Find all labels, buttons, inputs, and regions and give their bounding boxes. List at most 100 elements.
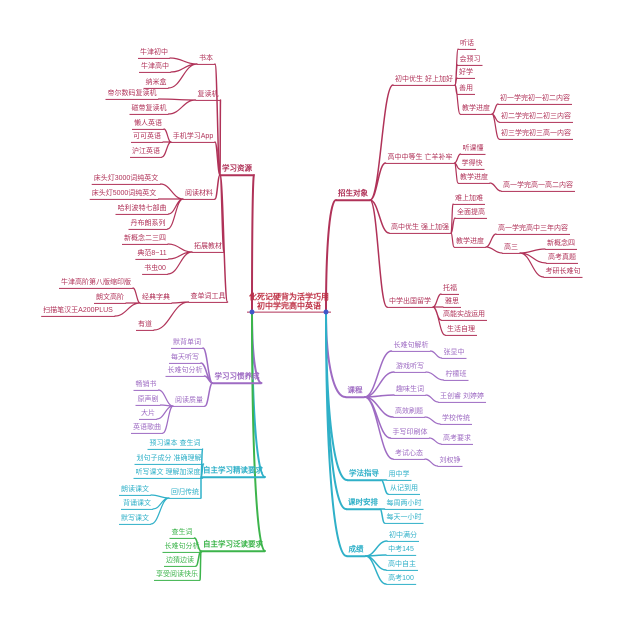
mindmap-node[interactable]: 大片 (139, 409, 157, 420)
mindmap-node[interactable]: 书本 (197, 54, 215, 65)
mindmap-node[interactable]: 用中学 (386, 470, 412, 481)
mindmap-node[interactable]: 原声剧 (135, 395, 161, 406)
mindmap-node[interactable]: 拓展教材 (192, 242, 224, 253)
mindmap-node[interactable]: 牛津高中 (139, 62, 171, 73)
branch-topic[interactable]: 学习资源 (220, 163, 254, 176)
mindmap-node[interactable]: 长难句解析 (391, 341, 431, 352)
mindmap-node[interactable]: 磁带复读机 (129, 104, 169, 115)
mindmap-node[interactable]: 高考要求 (441, 434, 473, 445)
mindmap-node[interactable]: 从记到用 (388, 484, 420, 495)
mindmap-node[interactable]: 好学 (457, 68, 475, 79)
mindmap-node[interactable]: 高三 (502, 243, 520, 254)
mindmap-node[interactable]: 阅读质量 (173, 396, 205, 407)
mindmap-node[interactable]: 柠檬班 (443, 370, 469, 381)
mindmap-node[interactable]: 初二学完初二初三内容 (499, 112, 573, 123)
branch-topic[interactable]: 招生对象 (336, 188, 370, 201)
mindmap-node[interactable]: 朗读课文 (119, 485, 151, 496)
mindmap-node[interactable]: 教学进度 (454, 237, 486, 248)
mindmap-node[interactable]: 听写课文 理解加深度 (133, 468, 203, 479)
branch-topic[interactable]: 自主学习泛读要求 (201, 539, 265, 552)
mindmap-node[interactable]: 床头灯3000词纯英文 (91, 174, 161, 185)
mindmap-node[interactable]: 游戏听写 (394, 362, 426, 373)
mindmap-node[interactable]: 经典字典 (140, 293, 172, 304)
center-connection-dot-right[interactable] (323, 309, 329, 315)
mindmap-node[interactable]: 王创睿 刘婷婷 (438, 392, 486, 403)
mindmap-node[interactable]: 学得快 (459, 159, 485, 170)
mindmap-node[interactable]: 长难句分析 (165, 366, 205, 377)
mindmap-node[interactable]: 考研长难句 (543, 267, 583, 278)
mindmap-node[interactable]: 高考真题 (546, 253, 578, 264)
mindmap-node[interactable]: 每天听写 (169, 353, 201, 364)
mindmap-node[interactable]: 可可英语 (131, 132, 163, 143)
mindmap-node[interactable]: 查生词 (169, 528, 195, 539)
mindmap-node[interactable]: 床头灯5000词纯英文 (89, 189, 159, 200)
branch-topic[interactable]: 课时安排 (346, 497, 380, 510)
mindmap-node[interactable]: 牛津初中 (138, 48, 170, 59)
mindmap-node[interactable]: 有道 (136, 320, 154, 331)
mindmap-node[interactable]: 手写印刷体 (390, 428, 430, 439)
mindmap-node[interactable]: 书虫00 (142, 264, 168, 275)
mindmap-node[interactable]: 听课懂 (460, 144, 486, 155)
mindmap-node[interactable]: 中学出国留学 (387, 297, 433, 308)
branch-topic[interactable]: 学习习惯养成 (212, 371, 262, 384)
mindmap-node[interactable]: 刘权铮 (437, 456, 463, 467)
mindmap-node[interactable]: 全面提高 (455, 208, 487, 219)
mindmap-node[interactable]: 趣味生词 (394, 385, 426, 396)
branch-topic[interactable]: 自主学习精读要求 (201, 465, 265, 478)
mindmap-node[interactable]: 牛津高阶第八版缩印版 (59, 278, 133, 289)
mindmap-node[interactable]: 新概念二三四 (122, 234, 168, 245)
mindmap-node[interactable]: 托福 (441, 284, 459, 295)
mindmap-node[interactable]: 典范8~11 (135, 249, 169, 260)
mindmap-node[interactable]: 预习课本 查生词 (147, 439, 203, 450)
mindmap-node[interactable]: 新概念四 (545, 239, 577, 250)
mindmap-node[interactable]: 高考100 (386, 574, 416, 585)
branch-topic[interactable]: 学法指导 (347, 468, 381, 481)
mindmap-node[interactable]: 高能实战运用 (441, 310, 487, 321)
mindmap-node[interactable]: 初中满分 (387, 531, 419, 542)
mindmap-node[interactable]: 丹布朗系列 (128, 219, 168, 230)
mindmap-node[interactable]: 每周两小时 (384, 499, 424, 510)
mindmap-node[interactable]: 听话 (458, 39, 476, 50)
mindmap-node[interactable]: 教学进度 (460, 104, 492, 115)
mindmap-node[interactable]: 哈利波特七部曲 (115, 204, 169, 215)
mindmap-node[interactable]: 高一学完高一高二内容 (501, 181, 575, 192)
mindmap-node[interactable]: 朗文高阶 (94, 293, 126, 304)
mindmap-node[interactable]: 划句子成分 准确理解 (134, 454, 204, 465)
mindmap-node[interactable]: 复读机 (195, 90, 221, 101)
mindmap-node[interactable]: 会预习 (457, 55, 483, 66)
mindmap-node[interactable]: 初三学完初三高一内容 (499, 129, 573, 140)
mindmap-node[interactable]: 回归传统 (169, 488, 201, 499)
mindmap-node[interactable]: 教学进度 (458, 173, 490, 184)
mindmap-node[interactable]: 手机学习App (170, 132, 216, 143)
branch-topic[interactable]: 课程 (345, 385, 365, 398)
mindmap-node[interactable]: 长难句分析 (162, 542, 202, 553)
mindmap-node[interactable]: 难上加难 (453, 194, 485, 205)
mindmap-node[interactable]: 高一学完高中三年内容 (496, 224, 570, 235)
mindmap-node[interactable]: 学校传统 (440, 414, 472, 425)
mindmap-node[interactable]: 考试心态 (393, 449, 425, 460)
mindmap-node[interactable]: 中考145 (386, 545, 416, 556)
mindmap-node[interactable]: 初中优生 好上加好 (393, 75, 455, 86)
mindmap-node[interactable]: 生活自理 (445, 325, 477, 336)
mindmap-node[interactable]: 每天一小时 (384, 513, 424, 524)
mindmap-node[interactable]: 懒人英语 (132, 119, 164, 130)
mindmap-node[interactable]: 高效刷题 (393, 407, 425, 418)
mindmap-node[interactable]: 初一学完初一初二内容 (498, 94, 572, 105)
mindmap-node[interactable]: 英语歌曲 (131, 423, 163, 434)
mindmap-node[interactable]: 背诵课文 (121, 499, 153, 510)
mindmap-node[interactable]: 默背单词 (171, 338, 203, 349)
mindmap-node[interactable]: 高中自主 (386, 560, 418, 571)
branch-topic[interactable]: 成绩 (346, 544, 366, 557)
mindmap-node[interactable]: 边猜边读 (164, 556, 196, 567)
mindmap-node[interactable]: 帝尔数码复读机 (105, 89, 159, 100)
center-connection-dot-left[interactable] (249, 309, 255, 315)
mindmap-node[interactable]: 高中优生 强上加强 (389, 223, 451, 234)
mindmap-node[interactable]: 享受阅读快乐 (154, 570, 200, 581)
mindmap-node[interactable]: 查单词工具 (188, 292, 228, 303)
mindmap-node[interactable]: 雅思 (443, 297, 461, 308)
mindmap-node[interactable]: 善用 (457, 84, 475, 95)
central-topic[interactable]: 化死记硬背为活学巧用 初中学完高中英语 (247, 293, 331, 313)
mindmap-node[interactable]: 张显中 (441, 348, 467, 359)
mindmap-node[interactable]: 默写课文 (119, 514, 151, 525)
mindmap-node[interactable]: 扫描笔汉王A200PLUS (41, 306, 115, 317)
